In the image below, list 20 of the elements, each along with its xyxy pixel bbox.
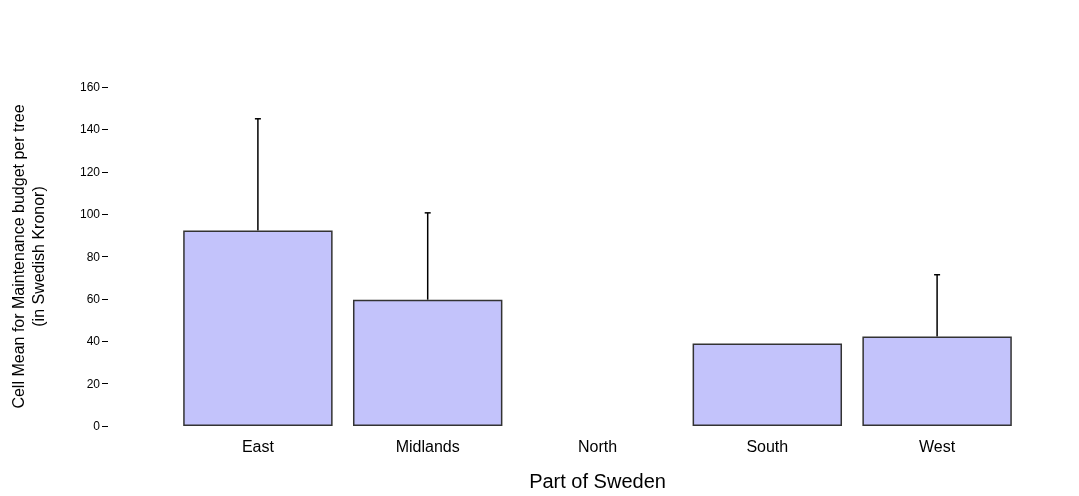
y-tick-label: 20	[86, 376, 101, 391]
x-tick-label: North	[577, 437, 618, 455]
x-axis-title: Part of Sweden	[529, 470, 666, 492]
y-tick-label: 80	[86, 249, 101, 264]
x-tick-label: East	[241, 437, 275, 455]
y-tick-label: 140	[79, 122, 101, 137]
bar	[862, 336, 1012, 426]
x-tick-label: South	[746, 437, 789, 455]
bar	[183, 230, 333, 426]
y-tick-label: 160	[79, 80, 101, 94]
bar	[352, 299, 503, 426]
y-tick-label: 40	[86, 334, 101, 349]
x-tick-label: Midlands	[395, 437, 460, 455]
y-tick-label: 60	[86, 291, 101, 306]
x-tick-label: West	[919, 437, 956, 455]
y-axis-title: Cell Mean for Maintenance budget per tree (in Swedish Kronor)	[9, 104, 47, 409]
y-tick-label: 120	[79, 164, 101, 179]
bar	[692, 343, 843, 426]
y-tick-label: 0	[93, 419, 101, 433]
y-tick-label: 100	[79, 207, 101, 222]
